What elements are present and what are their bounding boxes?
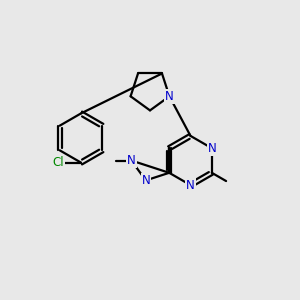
Text: N: N	[127, 154, 136, 167]
Text: N: N	[186, 178, 195, 192]
Text: Cl: Cl	[52, 156, 64, 169]
Text: N: N	[141, 174, 150, 187]
Text: N: N	[207, 142, 216, 155]
Text: N: N	[165, 90, 174, 103]
